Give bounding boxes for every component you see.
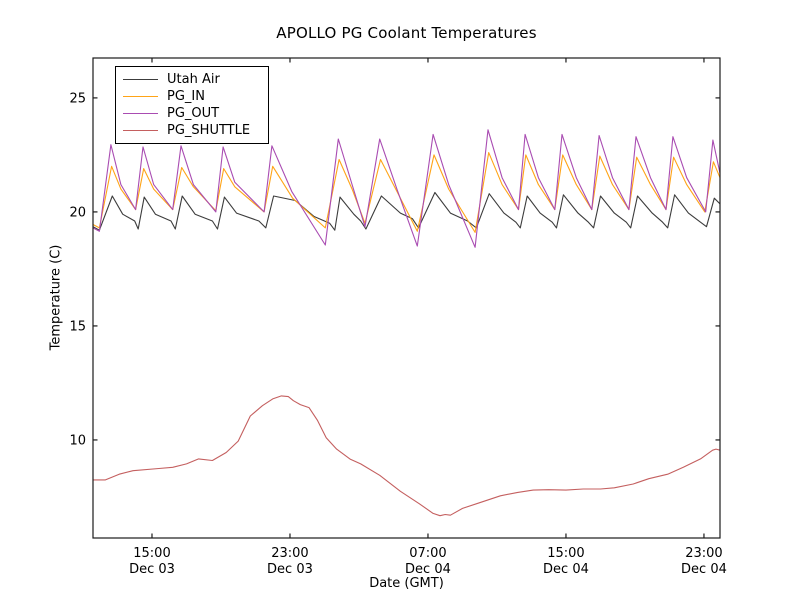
legend-label: PG_SHUTTLE — [167, 123, 251, 138]
y-tick-label: 20 — [69, 205, 86, 220]
legend-item-pg-shuttle: PG_SHUTTLE — [123, 122, 258, 139]
legend-line-sample — [123, 130, 158, 131]
y-axis-label: Temperature (C) — [48, 244, 64, 351]
x-tick-label-time: 07:00 — [409, 546, 446, 561]
chart-title: APOLLO PG Coolant Temperatures — [276, 24, 537, 42]
legend-line-sample — [123, 96, 158, 97]
plot-frame — [92, 57, 721, 539]
x-tick-label-date: Dec 04 — [681, 562, 727, 577]
legend-line-sample — [123, 113, 158, 114]
series-line-pg-out — [92, 129, 721, 248]
x-tick-label-time: 15:00 — [133, 546, 170, 561]
y-tick-label: 10 — [69, 433, 86, 448]
legend-label: Utah Air — [167, 72, 220, 87]
x-axis-label: Date (GMT) — [369, 576, 444, 591]
legend-line-sample — [123, 79, 158, 80]
legend-item-pg-in: PG_IN — [123, 88, 258, 105]
x-tick-label-date: Dec 04 — [405, 562, 451, 577]
legend-label: PG_OUT — [167, 106, 220, 121]
x-tick-label-time: 15:00 — [547, 546, 584, 561]
x-tick-label-date: Dec 04 — [543, 562, 589, 577]
x-tick-label-date: Dec 03 — [267, 562, 313, 577]
x-tick-label-date: Dec 03 — [129, 562, 175, 577]
series-line-pg-in — [92, 152, 721, 233]
legend-item-utah-air: Utah Air — [123, 71, 258, 88]
x-tick-label-time: 23:00 — [685, 546, 722, 561]
legend: Utah Air PG_IN PG_OUT PG_SHUTTLE — [115, 66, 269, 144]
legend-label: PG_IN — [167, 89, 205, 104]
y-tick-label: 15 — [69, 319, 86, 334]
y-tick-label: 25 — [69, 91, 86, 106]
series-line-pg-shuttle — [93, 395, 721, 517]
x-tick-label-time: 23:00 — [271, 546, 308, 561]
legend-item-pg-out: PG_OUT — [123, 105, 258, 122]
